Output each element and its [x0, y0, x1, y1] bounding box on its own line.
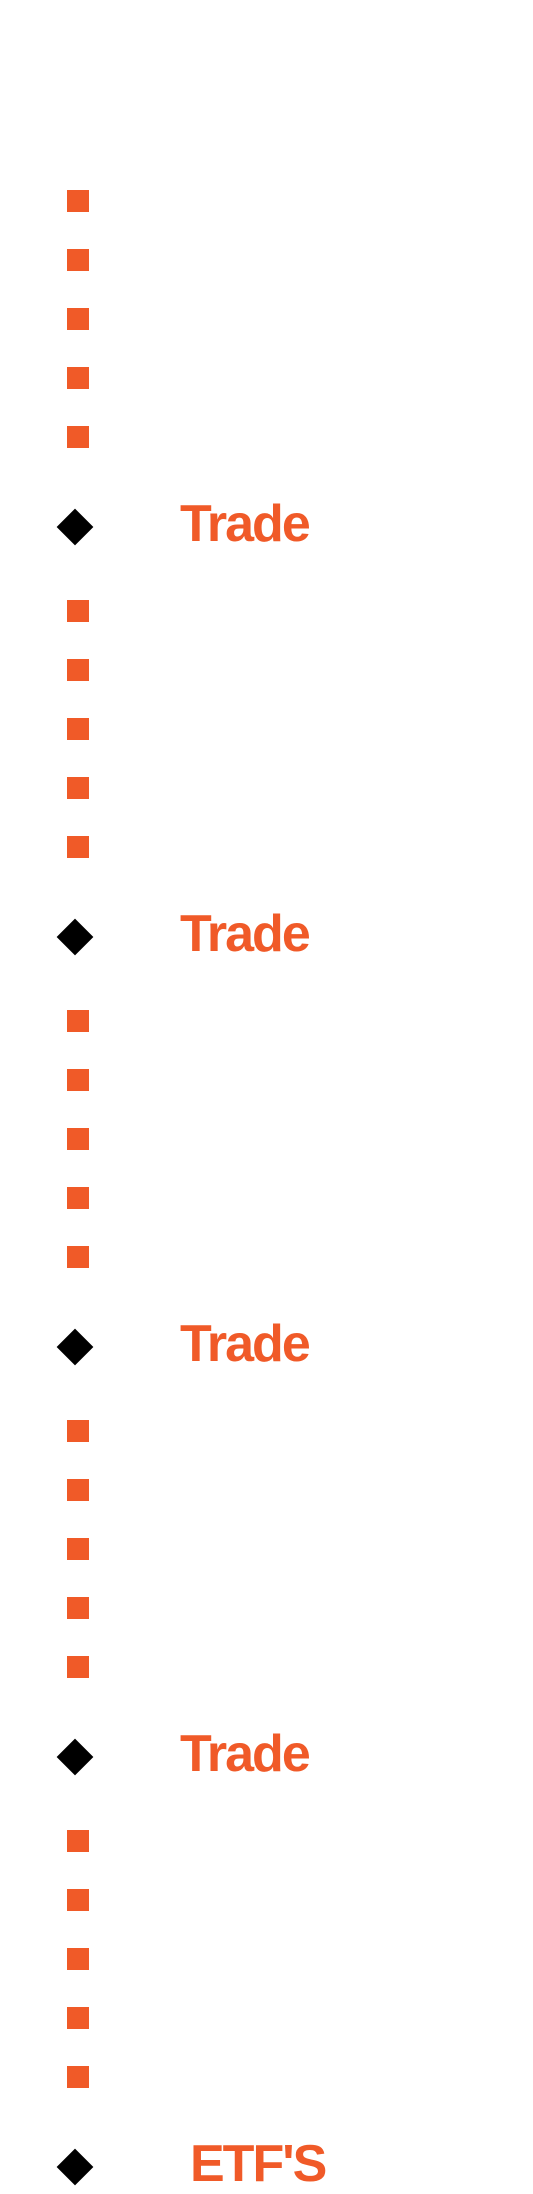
section-heading: Trade	[180, 1315, 311, 1373]
bullet-square-icon	[67, 1246, 89, 1268]
bullet-square-icon	[67, 1420, 89, 1442]
bullet-square-icon	[67, 1538, 89, 1560]
bullet-square-icon	[67, 1830, 89, 1852]
section-heading: Trade	[180, 905, 311, 963]
bullet-square-icon	[67, 659, 89, 681]
bullet-diamond-icon	[56, 1738, 94, 1776]
section-heading: ETF'S	[190, 2135, 327, 2193]
bullet-square-icon	[67, 1128, 89, 1150]
bullet-square-icon	[67, 718, 89, 740]
bullet-square-icon	[67, 2066, 89, 2088]
bullet-diamond-icon	[56, 2148, 94, 2186]
bullet-square-icon	[67, 836, 89, 858]
bullet-square-icon	[67, 249, 89, 271]
bullet-square-icon	[67, 426, 89, 448]
bullet-diamond-icon	[56, 508, 94, 546]
bullet-square-icon	[67, 1187, 89, 1209]
bullet-square-icon	[67, 2007, 89, 2029]
section-heading: Trade	[180, 495, 311, 553]
bullet-square-icon	[67, 1889, 89, 1911]
bullet-square-icon	[67, 1069, 89, 1091]
bullet-square-icon	[67, 777, 89, 799]
bullet-square-icon	[67, 308, 89, 330]
bullet-square-icon	[67, 1656, 89, 1678]
bullet-square-icon	[67, 600, 89, 622]
bullet-square-icon	[67, 1948, 89, 1970]
bullet-diamond-icon	[56, 918, 94, 956]
bullet-square-icon	[67, 367, 89, 389]
bullet-diamond-icon	[56, 1328, 94, 1366]
bullet-square-icon	[67, 1010, 89, 1032]
section-heading: Trade	[180, 1725, 311, 1783]
bullet-square-icon	[67, 190, 89, 212]
bullet-square-icon	[67, 1597, 89, 1619]
bullet-square-icon	[67, 1479, 89, 1501]
